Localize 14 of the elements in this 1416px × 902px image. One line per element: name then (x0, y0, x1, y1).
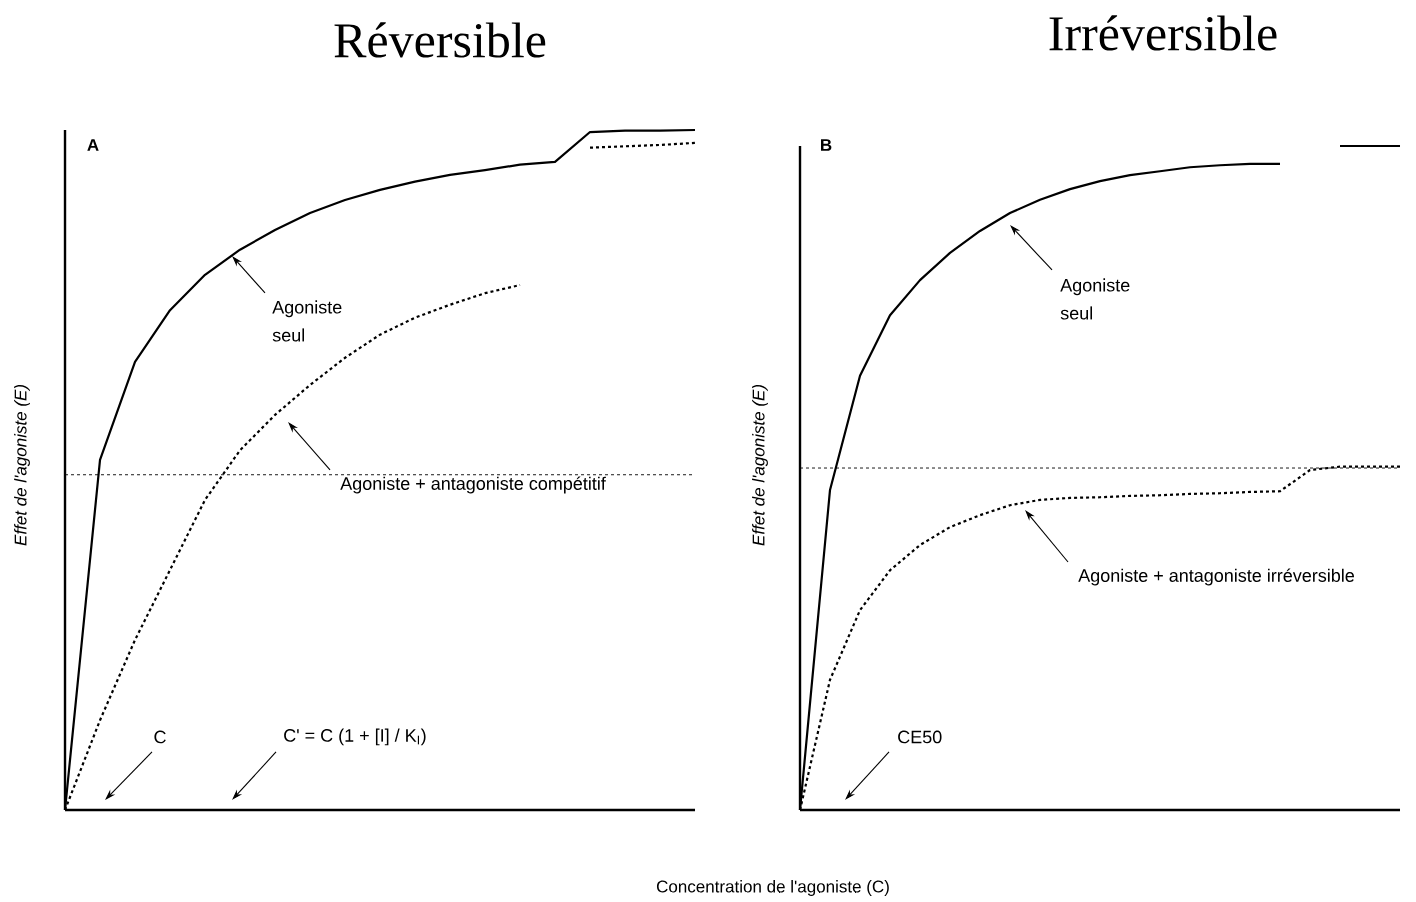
chart-title: Réversible (334, 22, 546, 58)
x-axis-title: Concentration de l'agoniste (C) (656, 880, 889, 896)
annotation: Agoniste + antagoniste irréversible (1078, 568, 1355, 586)
y-axis-title: Effet de l'agoniste (E) (752, 385, 768, 546)
annotation: C' = C (1 + [I] / K$_{I}$) (284, 728, 426, 746)
annotation: Agoniste + antagoniste compétitif (340, 476, 606, 494)
annotation: Agoniste seul (272, 300, 342, 342)
annotation: CE50 (898, 730, 942, 744)
y-axis-title: Effet de l'agoniste (E) (14, 385, 30, 546)
annotation: B (821, 139, 832, 151)
annotation: C (154, 730, 166, 744)
annotation: A (87, 139, 99, 151)
annotation: Agoniste seul (1060, 278, 1130, 320)
chart-title: Irréversible (1049, 15, 1277, 51)
